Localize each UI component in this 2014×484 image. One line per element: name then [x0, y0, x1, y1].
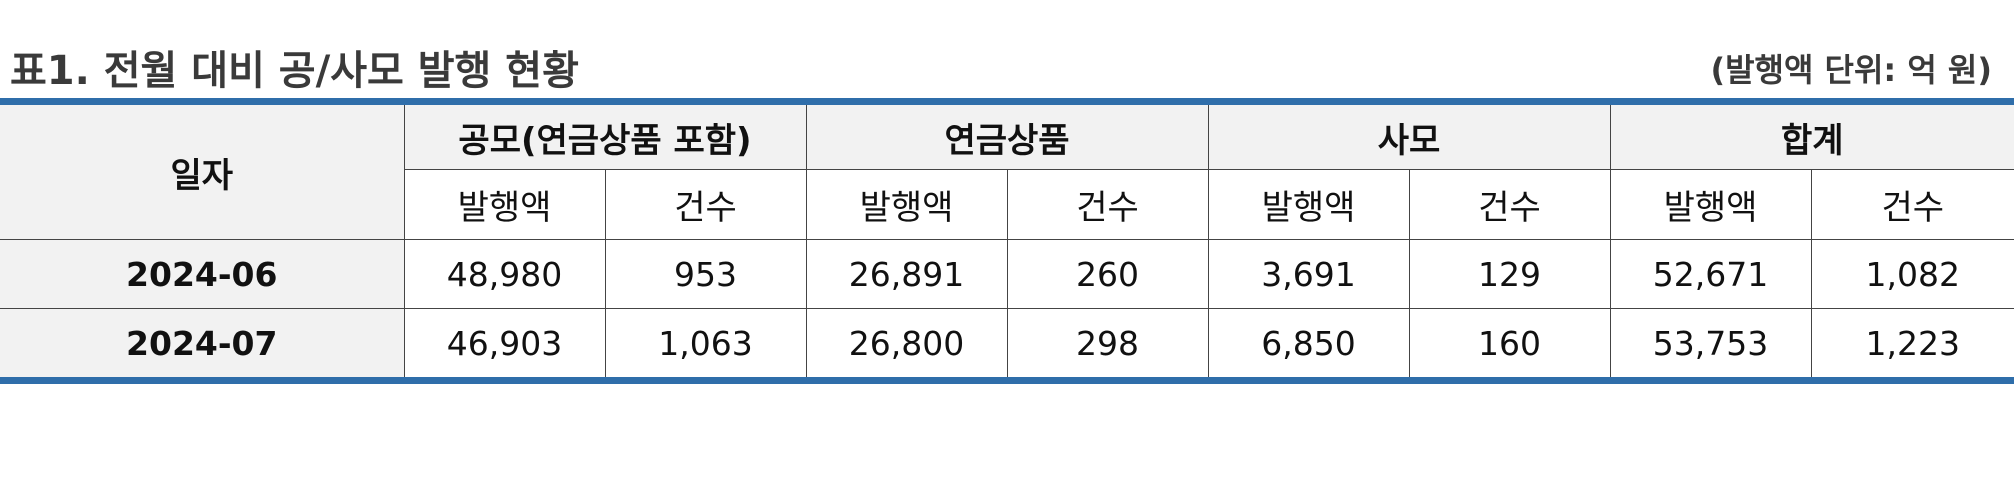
group-header-private: 사모: [1207, 101, 1611, 170]
date-column-header: 일자: [0, 101, 405, 240]
table-row: 2024-06 48,980 953 26,891 260 3,691 129 …: [0, 239, 2014, 309]
public-count-cell: 1,063: [604, 308, 807, 381]
group-header-row: 일자 공모(연금상품 포함) 연금상품 사모 합계: [0, 101, 2014, 240]
private-count-cell: 160: [1408, 308, 1611, 381]
pension-count-cell: 298: [1006, 308, 1209, 381]
pension-count-cell: 260: [1006, 239, 1209, 309]
total-amount-cell: 53,753: [1609, 308, 1812, 381]
subheader-amount: 발행액: [404, 169, 606, 240]
subheader-amount: 발행액: [1207, 169, 1410, 240]
subheader-amount: 발행액: [805, 169, 1008, 240]
subheader-count: 건수: [1408, 169, 1611, 240]
subheader-count: 건수: [604, 169, 807, 240]
group-header-pension: 연금상품: [805, 101, 1209, 170]
group-header-public: 공모(연금상품 포함): [403, 101, 807, 170]
subheader-count: 건수: [1006, 169, 1209, 240]
public-amount-cell: 48,980: [403, 239, 606, 309]
pension-amount-cell: 26,800: [805, 308, 1008, 381]
total-count-cell: 1,082: [1810, 239, 2014, 309]
private-count-cell: 129: [1408, 239, 1611, 309]
issuance-table: 일자 공모(연금상품 포함) 연금상품 사모 합계 발행액 건수 발행액 건수 …: [0, 98, 2014, 384]
subheader-amount: 발행액: [1609, 169, 1812, 240]
total-amount-cell: 52,671: [1609, 239, 1812, 309]
table-row: 2024-07 46,903 1,063 26,800 298 6,850 16…: [0, 308, 2014, 381]
unit-note: (발행액 단위: 억 원): [1710, 51, 1992, 89]
private-amount-cell: 3,691: [1207, 239, 1410, 309]
table-title: 표1. 전월 대비 공/사모 발행 현황: [10, 48, 579, 94]
private-amount-cell: 6,850: [1207, 308, 1410, 381]
public-count-cell: 953: [604, 239, 807, 309]
total-count-cell: 1,223: [1810, 308, 2014, 381]
row-date: 2024-07: [0, 308, 405, 381]
issuance-table-container: 일자 공모(연금상품 포함) 연금상품 사모 합계 발행액 건수 발행액 건수 …: [0, 98, 2014, 384]
row-date: 2024-06: [0, 239, 405, 309]
group-header-total: 합계: [1609, 101, 2014, 170]
sub-header-row: 발행액 건수 발행액 건수 발행액 건수 발행액 건수: [0, 169, 2014, 240]
subheader-count: 건수: [1810, 169, 2014, 240]
public-amount-cell: 46,903: [403, 308, 606, 381]
pension-amount-cell: 26,891: [805, 239, 1008, 309]
